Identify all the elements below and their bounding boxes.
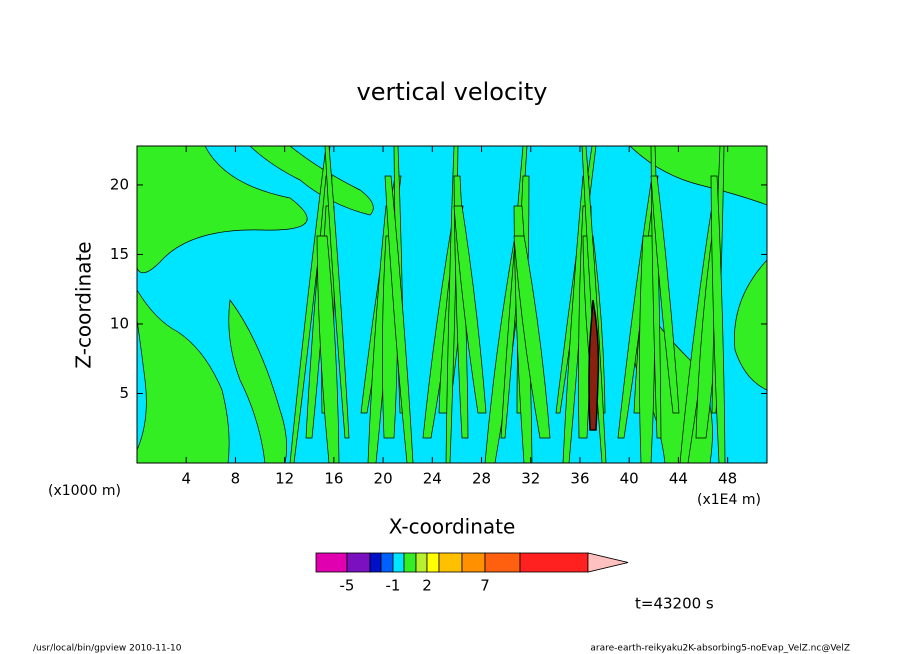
contour-core [588,299,600,431]
contour-region [629,146,767,206]
contour-stripe [324,146,350,439]
x-tick-label: 12 [275,470,294,488]
x-tick-label: 44 [669,470,688,488]
colorbar-segment [426,552,440,573]
contour-stripe [384,175,414,463]
x-tick-label: 24 [423,470,442,488]
time-annotation: t=43200 s [635,595,714,613]
colorbar-tick-label: -5 [340,577,355,595]
colorbar-segment [415,552,428,573]
colorbar-segment [484,552,521,573]
x-unit-label: (x1000 m) [48,483,121,499]
chart-title: vertical velocity [357,78,548,106]
x-tick-label: 8 [231,470,241,488]
colorbar: -5 -1 2 7 [315,552,629,595]
x-tick-label: 28 [472,470,491,488]
contour-region [137,146,308,274]
colorbar-segment [380,552,394,573]
y-tick-label: 20 [110,175,129,193]
x-tick-label: 48 [718,470,737,488]
contour-region [734,259,767,391]
y-tick-label: 10 [110,314,129,332]
colorbar-segment [392,552,405,573]
x-tick-label: 4 [181,470,191,488]
contour-stripe [710,175,726,463]
colorbar-segment [315,552,348,573]
plot-frame [136,145,768,464]
x-tick-label: 36 [570,470,589,488]
footer-left: /usr/local/bin/gpview 2010-11-10 [33,644,182,654]
x-tick-label: 40 [620,470,639,488]
colorbar-tick-label: -1 [386,577,401,595]
colorbar-segment [519,552,589,573]
footer-right: arare-earth-reikyaku2K-absorbing5-noEvap… [590,644,850,654]
x-tick-label: 20 [374,470,393,488]
colorbar-tick-label: 2 [422,577,432,595]
y-tick-label: 15 [110,245,129,263]
colorbar-segment [346,552,371,573]
colorbar-segment [403,552,417,573]
colorbar-tick-label: 7 [480,577,490,595]
colorbar-segment [369,552,382,573]
y-axis-label: Z-coordinate [72,241,96,368]
contour-region [228,299,287,463]
contour-field [137,146,767,463]
colorbar-segment [461,552,486,573]
contour-stripe [316,235,340,463]
x-tick-label: 32 [521,470,540,488]
x-scale-label: (x1E4 m) [697,492,761,508]
colorbar-segment [438,552,463,573]
colorbar-arrow [587,552,629,573]
contour-stripe [513,235,551,439]
y-tick-label: 5 [119,384,129,402]
contour-region [137,289,230,463]
contour-stripe [453,205,487,414]
contour-stripe [650,175,680,414]
x-axis-label: X-coordinate [389,515,516,539]
x-tick-label: 16 [324,470,343,488]
